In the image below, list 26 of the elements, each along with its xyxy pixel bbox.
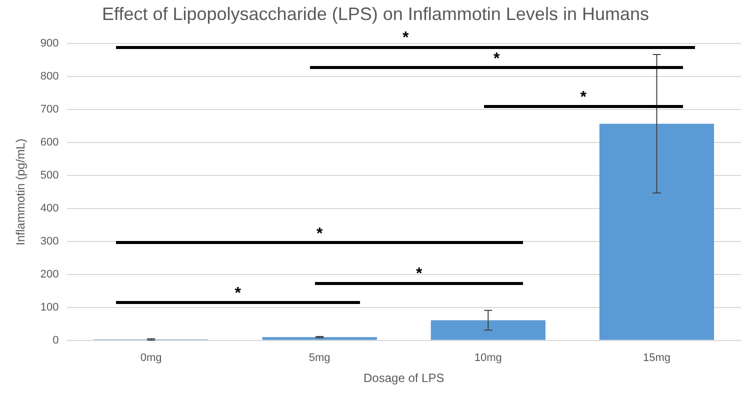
- y-tick-label: 900: [40, 38, 59, 50]
- annotation: *: [234, 284, 242, 302]
- annotation: *: [493, 50, 500, 68]
- bar: [262, 337, 377, 340]
- x-tick-label: 10mg: [474, 352, 502, 364]
- y-tick-label: 600: [40, 136, 59, 149]
- annotation: *: [316, 225, 324, 242]
- x-axis-title: Dosage of LPS: [364, 371, 444, 386]
- y-tick-label: 300: [40, 236, 59, 248]
- annotation: *: [402, 30, 410, 47]
- y-tick-label: 100: [40, 301, 59, 314]
- bar: [599, 124, 714, 340]
- annotation: *: [416, 266, 423, 283]
- y-tick-label: 800: [40, 70, 59, 83]
- x-tick-label: 0mg: [140, 352, 162, 364]
- x-tick-label: 15mg: [642, 352, 670, 364]
- y-tick-label: 500: [40, 170, 59, 182]
- chart-title: Effect of Lipopolysaccharide (LPS) on Inflammotin Levels in Humans: [102, 4, 649, 24]
- x-tick-label: 5mg: [308, 352, 330, 364]
- y-tick-label: 200: [40, 268, 59, 280]
- annotation: *: [580, 88, 588, 106]
- y-tick-label: 0: [52, 334, 59, 346]
- y-tick-label: 400: [40, 202, 59, 215]
- bar: [430, 320, 546, 340]
- y-tick-label: 700: [40, 104, 59, 116]
- y-axis-title: Inflammotin (pg/mL): [14, 138, 28, 246]
